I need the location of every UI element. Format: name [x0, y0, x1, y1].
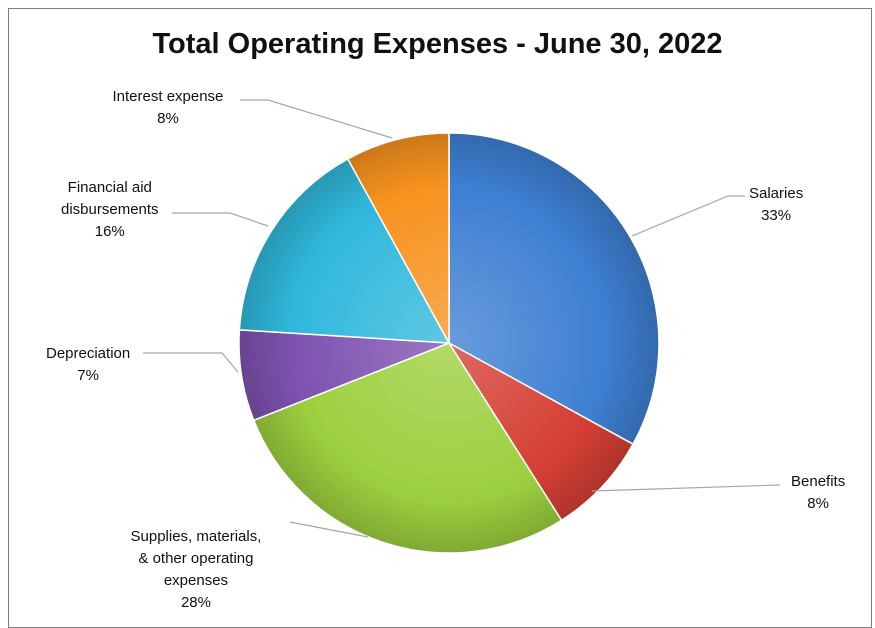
- slice-label: Supplies, materials, & other operating exp…: [131, 526, 262, 614]
- chart-title: Total Operating Expenses - June 30, 2022: [152, 28, 723, 60]
- leader-line: [143, 352, 239, 373]
- leader-line: [289, 521, 369, 538]
- slice-label: Interest expense 8%: [113, 86, 224, 130]
- slice-label: Financial aid disbursements 16%: [61, 177, 159, 243]
- leader-line: [172, 212, 269, 227]
- slice-label: Benefits 8%: [791, 471, 845, 515]
- pie-slice-salaries: [448, 132, 660, 446]
- pie-chart: [143, 99, 781, 554]
- slice-label-percent: 16%: [94, 223, 125, 240]
- slice-label-percent: 7%: [77, 367, 99, 384]
- slice-label-name: expenses: [163, 572, 229, 589]
- slice-label-name: Financial aid: [67, 179, 152, 196]
- slice-label-name: Benefits: [791, 473, 846, 490]
- pie-slice-financial-aid-disbursements: [238, 157, 451, 344]
- slice-label-percent: 33%: [761, 207, 792, 224]
- slice-label-name: Supplies, materials,: [130, 528, 262, 545]
- slice-label-percent: 8%: [157, 110, 179, 127]
- slice-label-name: Salaries: [749, 185, 804, 202]
- slice-label-name: Depreciation: [46, 345, 131, 362]
- slice-label-percent: 8%: [807, 495, 829, 512]
- slice-label-name: Interest expense: [112, 88, 224, 105]
- slice-label: Depreciation 7%: [46, 343, 130, 387]
- slice-label-name: disbursements: [61, 201, 159, 218]
- leader-line: [631, 195, 745, 237]
- slice-label-percent: 28%: [180, 594, 211, 611]
- pie-slice-supplies-materials-other-operating-expenses: [252, 342, 563, 554]
- leader-lines: [143, 99, 781, 538]
- leader-line: [240, 99, 393, 139]
- slice-label: Salaries 33%: [749, 183, 803, 227]
- slices-layer: [238, 132, 660, 554]
- slice-label-name: & other operating: [138, 550, 254, 567]
- pie-slice-interest-expense: [346, 132, 450, 344]
- pie-slice-benefits: [448, 342, 635, 522]
- leader-line: [591, 484, 781, 492]
